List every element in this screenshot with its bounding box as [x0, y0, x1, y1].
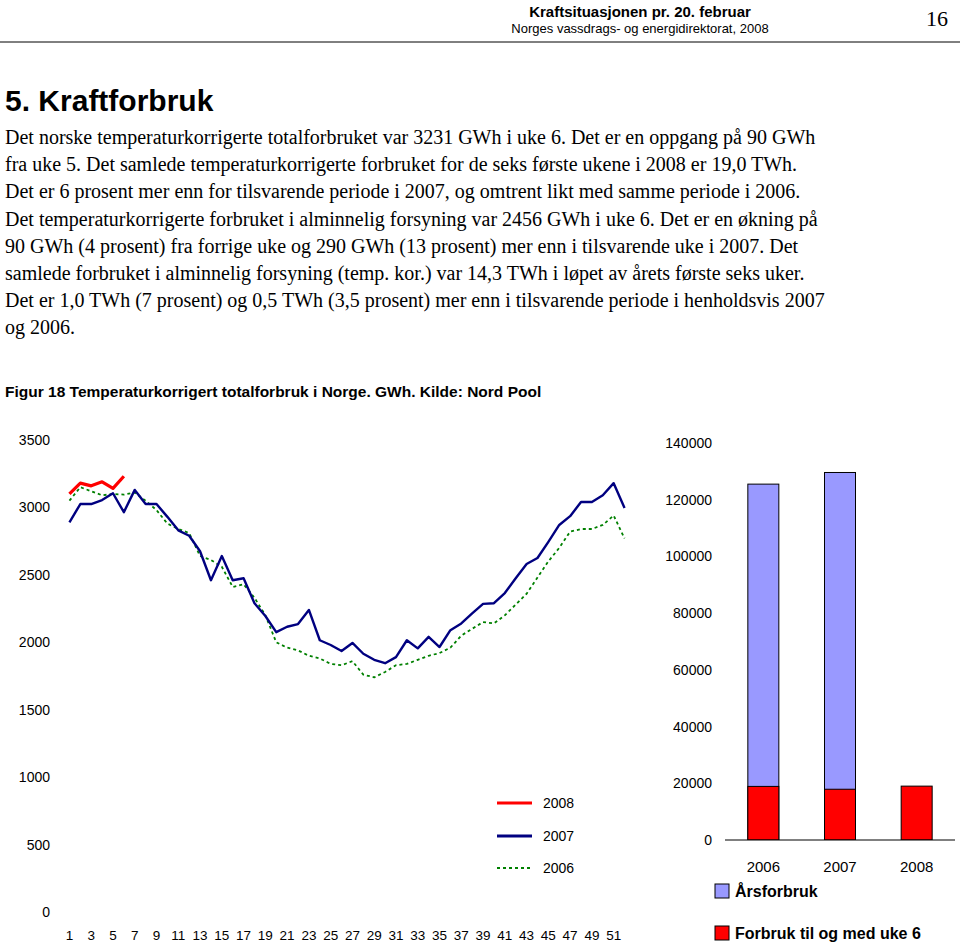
- x-tick-label: 37: [454, 928, 469, 943]
- x-tick-label: 2006: [747, 858, 780, 875]
- legend-swatch: [497, 802, 532, 805]
- y-tick-label: 120000: [665, 492, 712, 508]
- legend-label: 2008: [543, 795, 574, 811]
- x-tick-label: 45: [541, 928, 556, 943]
- legend-label: 2006: [543, 860, 574, 876]
- y-tick-label: 20000: [673, 775, 712, 791]
- x-tick-label: 27: [345, 928, 360, 943]
- x-tick-label: 2007: [823, 858, 856, 875]
- x-tick-label: 2008: [900, 858, 933, 875]
- y-tick-label: 1500: [19, 702, 50, 718]
- x-tick-label: 47: [563, 928, 578, 943]
- plot-area: [69, 476, 624, 677]
- x-tick-label: 29: [367, 928, 382, 943]
- x-tick-label: 19: [258, 928, 273, 943]
- body-line: Det norske temperaturkorrigerte totalfor…: [5, 126, 815, 149]
- y-tick-label: 500: [27, 837, 51, 853]
- x-tick-label: 11: [171, 928, 185, 943]
- x-tick-label: 25: [323, 928, 338, 943]
- x-axis-line: [725, 840, 955, 841]
- figure-caption: Figur 18 Temperaturkorrigert totalforbru…: [5, 383, 541, 400]
- x-tick-label: 35: [432, 928, 447, 943]
- body-line: Det er 6 prosent mer enn for tilsvarende…: [5, 180, 800, 203]
- y-tick-label: 40000: [673, 719, 712, 735]
- y-tick-label: 140000: [665, 435, 712, 451]
- x-tick-label: 21: [280, 928, 295, 943]
- series-line: [69, 487, 624, 677]
- x-tick-label: 51: [606, 928, 621, 943]
- page: Kraftsituasjonen pr. 20. februarNorges v…: [0, 0, 960, 952]
- legend-swatch: [715, 926, 729, 940]
- y-tick-label: 3000: [19, 499, 50, 515]
- legend-swatch: [497, 867, 532, 869]
- x-tick-label: 5: [109, 928, 117, 943]
- body-line: Det er 1,0 TWh (7 prosent) og 0,5 TWh (3…: [5, 289, 825, 312]
- x-tick-label: 13: [193, 928, 208, 943]
- y-tick-label: 80000: [673, 605, 712, 621]
- y-tick-label: 60000: [673, 662, 712, 678]
- legend: 2008 2007 2006: [497, 795, 574, 876]
- bar: [825, 789, 856, 840]
- x-tick-label: 9: [153, 928, 161, 943]
- bar: [748, 484, 779, 840]
- bar: [825, 472, 856, 840]
- page-number: 16: [926, 6, 948, 31]
- legend-swatch: [715, 884, 729, 898]
- body-line: Det temperaturkorrigerte forbruket i alm…: [5, 208, 818, 231]
- y-tick-label: 1000: [19, 769, 50, 785]
- y-tick-label: 0: [42, 904, 50, 920]
- x-tick-label: 23: [301, 928, 316, 943]
- bar: [901, 786, 932, 840]
- y-tick-label: 0: [704, 832, 712, 848]
- y-tick-label: 2500: [19, 567, 50, 583]
- body-line: samlede forbruket i alminnelig forsyning…: [5, 262, 804, 285]
- x-tick-label: 41: [497, 928, 512, 943]
- x-tick-label: 15: [214, 928, 229, 943]
- legend-label: Årsforbruk: [735, 882, 818, 900]
- body-line: og 2006.: [5, 316, 75, 339]
- y-tick-label: 100000: [665, 548, 712, 564]
- legend-label: 2007: [543, 828, 574, 844]
- x-tick-label: 7: [131, 928, 139, 943]
- bar-chart: 0 20000 40000 60000 80000 100000 120000 140000 2…: [665, 435, 955, 942]
- y-tick-label: 3500: [19, 432, 50, 448]
- line-chart: 0500100015002000250030003500135791113151…: [19, 432, 625, 943]
- x-tick-label: 1: [66, 928, 74, 943]
- header-publisher: Norges vassdrags- og energidirektorat, 2…: [511, 21, 768, 36]
- legend-swatch: [497, 835, 532, 838]
- bar: [748, 786, 779, 840]
- x-tick-label: 17: [236, 928, 251, 943]
- x-tick-label: 31: [388, 928, 403, 943]
- x-tick-label: 43: [519, 928, 534, 943]
- section-title: 5. Kraftforbruk: [5, 84, 214, 117]
- body-line: fra uke 5. Det samlede temperaturkorrige…: [5, 153, 797, 176]
- header-rule: [0, 42, 960, 43]
- y-tick-label: 2000: [19, 634, 50, 650]
- x-tick-label: 33: [410, 928, 425, 943]
- x-tick-label: 3: [87, 928, 95, 943]
- x-tick-label: 39: [476, 928, 491, 943]
- header-title: Kraftsituasjonen pr. 20. februar: [529, 3, 751, 20]
- x-tick-label: 49: [584, 928, 599, 943]
- legend: Årsforbruk Forbruk til og med uke 6: [715, 882, 921, 942]
- series-line: [69, 483, 624, 663]
- series-line: [69, 476, 123, 494]
- body-line: 90 GWh (4 prosent) fra forrige uke og 29…: [5, 235, 799, 258]
- legend-label: Forbruk til og med uke 6: [735, 925, 921, 942]
- plot-area: [748, 472, 932, 840]
